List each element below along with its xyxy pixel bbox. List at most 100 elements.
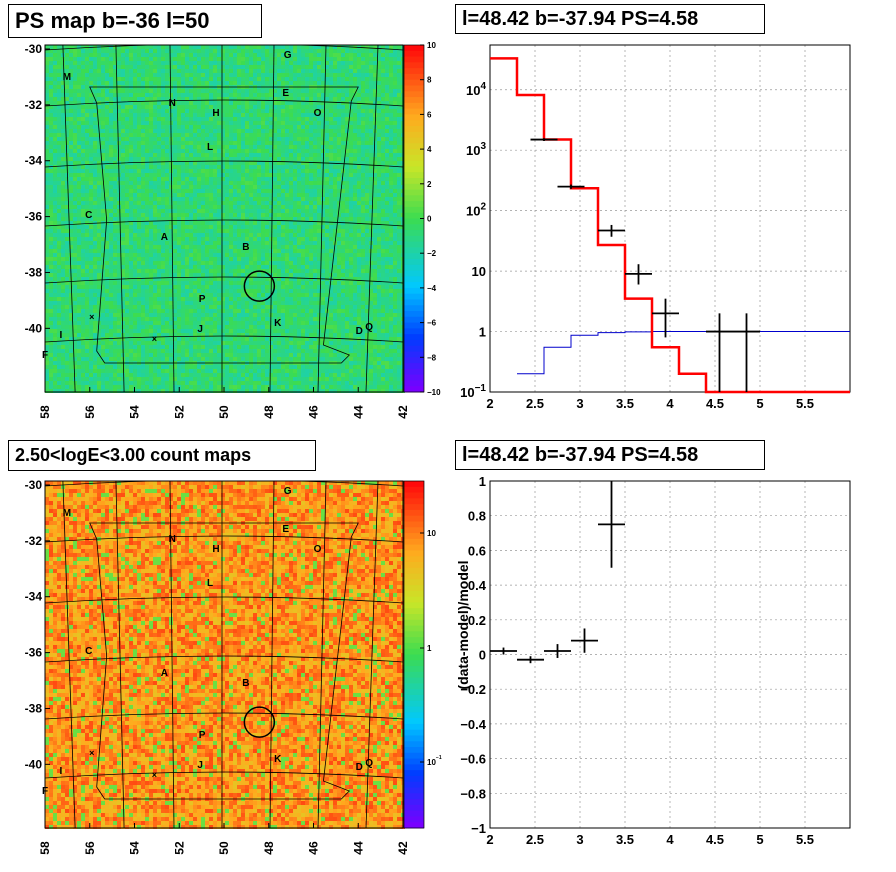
map-pixel (145, 205, 149, 209)
map-pixel (305, 157, 309, 161)
map-pixel (301, 229, 305, 233)
map-pixel (373, 69, 377, 73)
map-pixel (105, 217, 109, 221)
map-pixel (105, 137, 109, 141)
map-pixel (265, 117, 269, 121)
map-pixel (397, 241, 401, 245)
map-pixel (49, 225, 53, 229)
map-pixel (89, 181, 93, 185)
map-pixel (381, 213, 385, 217)
map-pixel (245, 145, 249, 149)
map-pixel (113, 81, 117, 85)
map-pixel (185, 49, 189, 53)
map-pixel (145, 181, 149, 185)
map-pixel (397, 117, 401, 121)
map-pixel (261, 253, 265, 257)
map-pixel (337, 65, 341, 69)
map-pixel (193, 73, 197, 77)
map-pixel (225, 117, 229, 121)
map-pixel (153, 73, 157, 77)
map-pixel (389, 221, 393, 225)
map-pixel (321, 237, 325, 241)
map-pixel (301, 197, 305, 201)
map-pixel (229, 201, 233, 205)
map-pixel (273, 149, 277, 153)
map-pixel (309, 101, 313, 105)
map-pixel (73, 237, 77, 241)
map-pixel (313, 233, 317, 237)
map-pixel (249, 153, 253, 157)
map-pixel (281, 177, 285, 181)
map-pixel (373, 93, 377, 97)
map-pixel (353, 117, 357, 121)
map-pixel (117, 205, 121, 209)
map-pixel (277, 117, 281, 121)
map-pixel (221, 229, 225, 233)
map-pixel (345, 233, 349, 237)
map-pixel (345, 61, 349, 65)
map-pixel (341, 89, 345, 93)
map-pixel (53, 245, 57, 249)
map-pixel (325, 205, 329, 209)
map-pixel (121, 209, 125, 213)
map-pixel (385, 53, 389, 57)
map-pixel (393, 109, 397, 113)
map-pixel (157, 149, 161, 153)
map-pixel (309, 229, 313, 233)
map-pixel (93, 69, 97, 73)
map-pixel (221, 177, 225, 181)
map-pixel (325, 221, 329, 225)
map-pixel (281, 77, 285, 81)
map-pixel (141, 233, 145, 237)
map-pixel (57, 201, 61, 205)
map-pixel (393, 161, 397, 165)
map-pixel (393, 89, 397, 93)
map-pixel (377, 69, 381, 73)
map-pixel (233, 265, 237, 269)
map-pixel (381, 137, 385, 141)
map-pixel (309, 97, 313, 101)
map-pixel (93, 113, 97, 117)
map-pixel (109, 57, 113, 61)
map-pixel (113, 149, 117, 153)
map-pixel (309, 141, 313, 145)
map-pixel (253, 249, 257, 253)
map-pixel (305, 165, 309, 169)
map-pixel (125, 57, 129, 61)
map-pixel (93, 181, 97, 185)
map-pixel (73, 233, 77, 237)
map-pixel (237, 65, 241, 69)
map-pixel (297, 49, 301, 53)
map-pixel (233, 213, 237, 217)
map-pixel (349, 89, 353, 93)
map-pixel (373, 85, 377, 89)
map-pixel (73, 193, 77, 197)
map-pixel (369, 257, 373, 261)
map-pixel (165, 133, 169, 137)
map-pixel (73, 153, 77, 157)
map-pixel (165, 89, 169, 93)
map-pixel (325, 201, 329, 205)
map-pixel (173, 205, 177, 209)
map-pixel (101, 61, 105, 65)
map-pixel (265, 153, 269, 157)
map-pixel (69, 77, 73, 81)
map-pixel (285, 45, 289, 49)
map-pixel (193, 93, 197, 97)
map-pixel (49, 209, 53, 213)
map-pixel (69, 257, 73, 261)
map-pixel (309, 73, 313, 77)
map-pixel (301, 249, 305, 253)
map-pixel (357, 61, 361, 65)
map-pixel (265, 121, 269, 125)
map-pixel (345, 73, 349, 77)
map-pixel (149, 193, 153, 197)
map-pixel (93, 201, 97, 205)
map-pixel (317, 233, 321, 237)
map-pixel (161, 217, 165, 221)
map-pixel (53, 93, 57, 97)
map-pixel (385, 205, 389, 209)
map-pixel (237, 153, 241, 157)
map-pixel (85, 85, 89, 89)
map-pixel (121, 157, 125, 161)
